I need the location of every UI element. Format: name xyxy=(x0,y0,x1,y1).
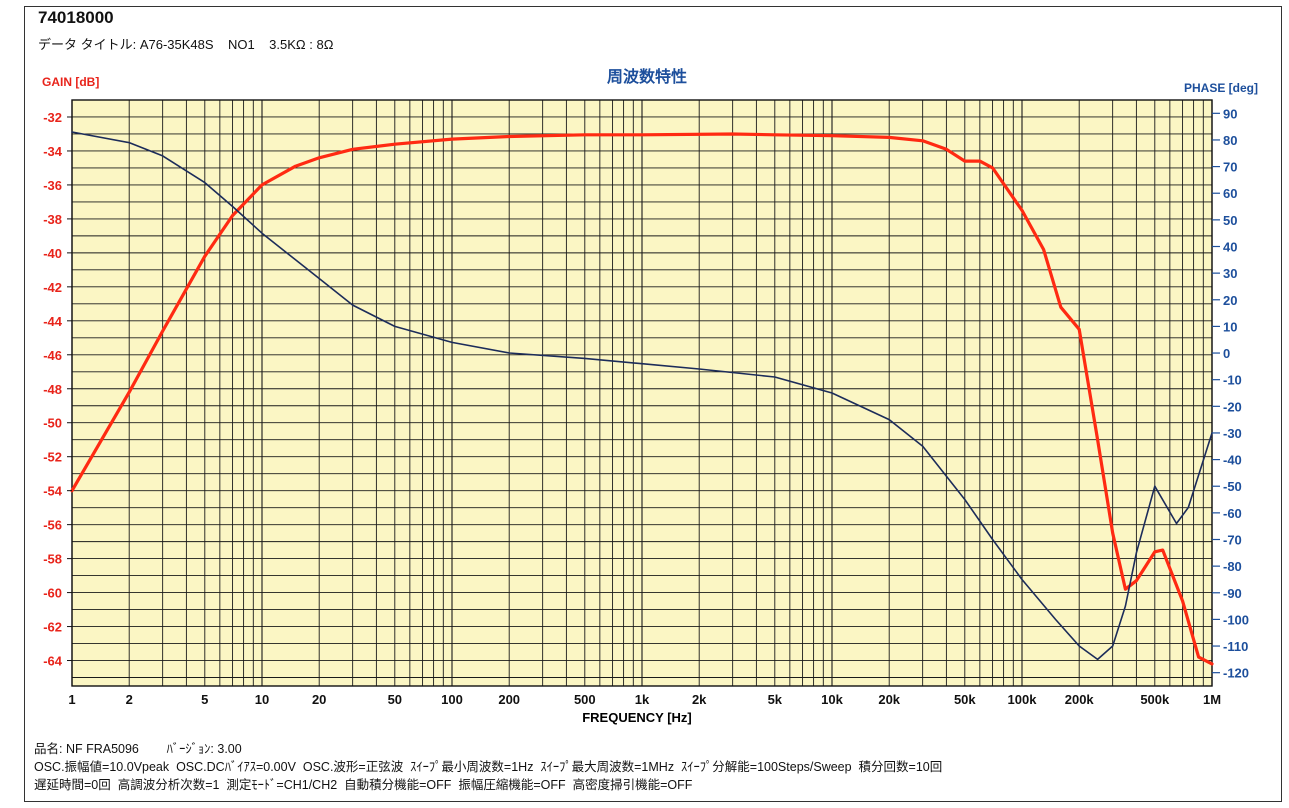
y-axis-right-label: PHASE [deg] xyxy=(1184,81,1258,95)
x-tick-label: 500k xyxy=(1140,692,1170,707)
plot-border xyxy=(71,99,1213,687)
y-right-tick-label: 80 xyxy=(1223,133,1237,148)
y-right-tick-label: -70 xyxy=(1223,533,1242,548)
y-left-tick-label: -52 xyxy=(43,450,62,465)
x-tick-label: 20 xyxy=(312,692,326,707)
y-left-tick-label: -38 xyxy=(43,212,62,227)
x-tick-label: 2 xyxy=(126,692,133,707)
x-tick-label: 5k xyxy=(768,692,783,707)
x-tick-label: 50 xyxy=(388,692,402,707)
y-right-tick-label: 20 xyxy=(1223,293,1237,308)
x-tick-label: 2k xyxy=(692,692,707,707)
y-right-tick-label: -60 xyxy=(1223,506,1242,521)
series-line-phase xyxy=(71,131,1213,661)
y-right-tick-label: -50 xyxy=(1223,479,1242,494)
y-left-tick-label: -44 xyxy=(43,314,63,329)
y-left-tick-label: -58 xyxy=(43,552,62,567)
y-right-tick-label: -10 xyxy=(1223,373,1242,388)
y-right-tick-label: -30 xyxy=(1223,426,1242,441)
x-tick-label: 100k xyxy=(1008,692,1038,707)
y-right-tick-label: 10 xyxy=(1223,319,1237,334)
y-right-tick-label: 50 xyxy=(1223,213,1237,228)
y-right-tick-label: -120 xyxy=(1223,666,1249,681)
x-tick-label: 10 xyxy=(255,692,269,707)
y-right-tick-label: 90 xyxy=(1223,106,1237,121)
report-id: 74018000 xyxy=(38,8,114,27)
footer-modes: 遅延時間=0回 高調波分析次数=1 測定ﾓｰﾄﾞ=CH1/CH2 自動積分機能=… xyxy=(34,778,693,792)
y-right-tick-label: 60 xyxy=(1223,186,1237,201)
chart-title: 周波数特性 xyxy=(607,67,687,86)
y-left-tick-label: -34 xyxy=(43,144,63,159)
y-right-tick-label: -40 xyxy=(1223,453,1242,468)
y-right-tick-label: 40 xyxy=(1223,240,1237,255)
series-line-gain xyxy=(70,132,1214,666)
x-tick-label: 500 xyxy=(574,692,596,707)
x-tick-label: 200 xyxy=(498,692,520,707)
axes-layer: 1 2 5 10 20 50 100 200 500 1k 2k 5k 10k 20k 50k 100k 200… xyxy=(43,106,1249,707)
data-title: データ タイトル: A76-35K48S NO1 3.5KΩ : 8Ω xyxy=(38,37,334,52)
y-left-tick-label: -62 xyxy=(43,620,62,635)
y-right-tick-label: -110 xyxy=(1223,639,1248,654)
y-left-tick-label: -40 xyxy=(43,246,62,261)
y-axis-left-label: GAIN [dB] xyxy=(42,75,99,89)
y-right-tick-label: -80 xyxy=(1223,559,1242,574)
y-left-tick-label: -54 xyxy=(43,484,63,499)
x-tick-label: 5 xyxy=(201,692,208,707)
y-left-tick-label: -56 xyxy=(43,518,62,533)
y-right-tick-label: -100 xyxy=(1223,612,1249,627)
y-left-tick-label: -36 xyxy=(43,178,62,193)
series-layer xyxy=(70,131,1214,666)
footer-settings: OSC.振幅値=10.0Vpeak OSC.DCﾊﾞｲｱｽ=0.00V OSC.… xyxy=(34,760,943,774)
chart-frame xyxy=(24,6,1282,802)
y-right-tick-label: 30 xyxy=(1223,266,1237,281)
y-left-tick-label: -50 xyxy=(43,416,62,431)
x-tick-label: 100 xyxy=(441,692,463,707)
y-left-tick-label: -60 xyxy=(43,586,62,601)
x-tick-label: 200k xyxy=(1065,692,1095,707)
y-right-tick-label: 70 xyxy=(1223,160,1237,175)
y-right-tick-label: -90 xyxy=(1223,586,1242,601)
y-left-tick-label: -46 xyxy=(43,348,62,363)
x-tick-label: 1 xyxy=(68,692,75,707)
x-tick-label: 20k xyxy=(878,692,900,707)
grid-lines xyxy=(71,99,1213,687)
x-tick-label: 1k xyxy=(635,692,650,707)
y-left-tick-label: -42 xyxy=(43,280,62,295)
x-axis-label: FREQUENCY [Hz] xyxy=(582,710,692,725)
x-tick-label: 50k xyxy=(954,692,976,707)
y-left-tick-label: -32 xyxy=(43,110,62,125)
y-right-tick-label: -20 xyxy=(1223,399,1242,414)
footer-model: 品名: NF FRA5096 ﾊﾞｰｼﾞｮﾝ: 3.00 xyxy=(34,742,242,756)
x-tick-label: 1M xyxy=(1203,692,1221,707)
x-tick-label: 10k xyxy=(821,692,843,707)
y-right-tick-label: 0 xyxy=(1223,346,1230,361)
y-left-tick-label: -64 xyxy=(43,654,63,669)
y-left-tick-label: -48 xyxy=(43,382,62,397)
